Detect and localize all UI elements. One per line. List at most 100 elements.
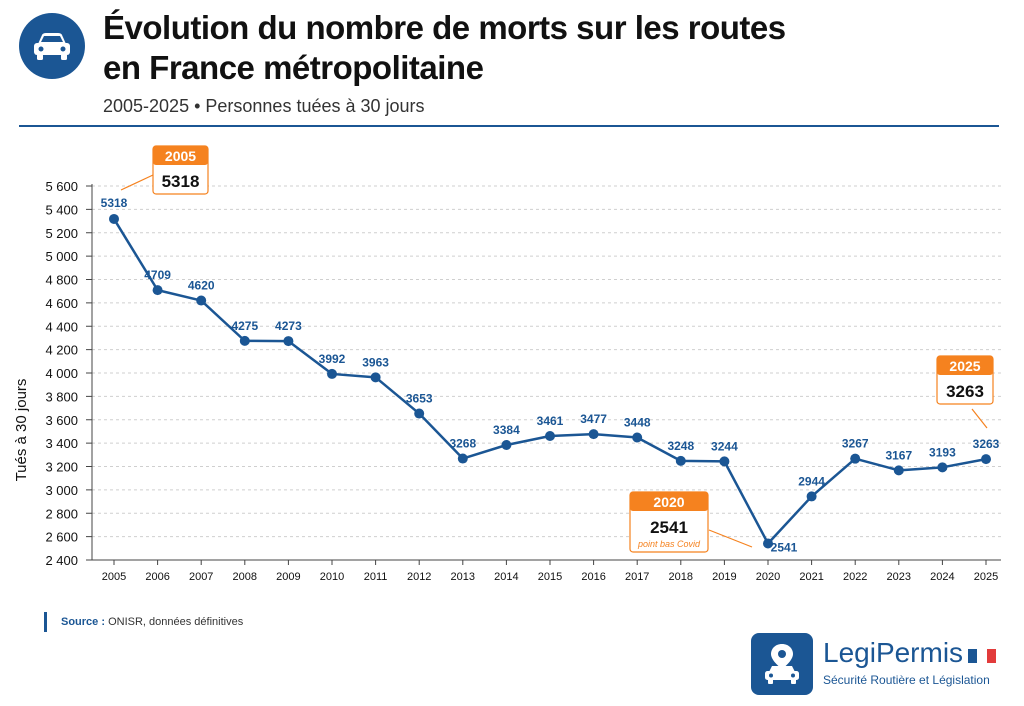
series-layer xyxy=(109,213,991,549)
x-tick-label: 2010 xyxy=(320,571,344,583)
callout-leader xyxy=(708,529,753,548)
data-label: 3167 xyxy=(885,448,912,462)
data-point xyxy=(283,336,294,347)
callout-year: 2005 xyxy=(165,148,196,164)
y-axis-label: Tués à 30 jours xyxy=(13,379,30,482)
data-label: 4709 xyxy=(144,268,171,282)
data-label: 3963 xyxy=(362,355,389,369)
x-tick-label: 2007 xyxy=(189,571,213,583)
source-text: ONISR, données définitives xyxy=(105,616,244,628)
data-label: 3267 xyxy=(842,437,869,451)
data-label: 3193 xyxy=(929,445,956,459)
data-point xyxy=(239,335,250,346)
callout-header xyxy=(630,492,708,511)
callout-value: 3263 xyxy=(946,382,984,401)
data-point xyxy=(501,439,512,450)
y-tick-label: 2 800 xyxy=(45,506,78,521)
source-label: Source : xyxy=(61,616,106,628)
y-tick-label: 4 200 xyxy=(45,343,78,358)
car-pin-icon xyxy=(751,633,813,695)
data-point xyxy=(152,285,163,296)
x-tick-label: 2009 xyxy=(276,571,300,583)
data-point xyxy=(806,491,817,502)
data-point xyxy=(545,430,555,441)
data-label: 4275 xyxy=(231,319,258,333)
line-chart: 2 400 2 600 2 800 3 000 3 200 3 400 3 600 3 800… xyxy=(13,145,1001,583)
title-line-2: en France métropolitaine xyxy=(103,49,484,86)
callout-leader xyxy=(971,408,988,429)
data-label: 3384 xyxy=(493,423,520,437)
data-label: 5318 xyxy=(101,196,128,210)
x-tick-label: 2012 xyxy=(407,571,431,583)
y-tick-label: 3 000 xyxy=(45,483,78,498)
header-divider xyxy=(19,125,999,127)
car-icon xyxy=(19,13,85,79)
logo-tagline: Sécurité Routière et Législation xyxy=(823,673,990,687)
x-tick-label: 2008 xyxy=(233,571,257,583)
x-tick-label: 2013 xyxy=(451,571,475,583)
data-point xyxy=(109,213,119,224)
data-point xyxy=(850,453,861,464)
data-label: 3992 xyxy=(319,352,346,366)
data-point xyxy=(588,429,599,440)
source-note: Source : ONISR, données définitives xyxy=(44,612,243,632)
x-tick-label: 2022 xyxy=(843,571,867,583)
title-line-1: Évolution du nombre de morts sur les rou… xyxy=(103,9,786,46)
axis-layer: 2 400 2 600 2 800 3 000 3 200 3 400 3 600 3 800… xyxy=(45,179,1001,583)
y-tick-label: 3 400 xyxy=(45,436,78,451)
x-tick-label: 2016 xyxy=(581,571,605,583)
data-label: 4620 xyxy=(188,279,215,293)
data-point xyxy=(981,454,991,465)
data-label: 3263 xyxy=(973,437,1000,451)
data-point xyxy=(632,432,643,443)
y-tick-label: 4 400 xyxy=(45,319,78,334)
page-title: Évolution du nombre de morts sur les rou… xyxy=(103,8,903,88)
y-tick-label: 5 200 xyxy=(45,226,78,241)
callout-leader xyxy=(120,174,154,191)
data-label: 2944 xyxy=(798,474,825,488)
series-line xyxy=(112,218,987,545)
data-point xyxy=(196,295,207,306)
y-tick-label: 4 800 xyxy=(45,273,78,288)
x-tick-label: 2025 xyxy=(974,571,998,583)
y-tick-label: 4 600 xyxy=(45,296,78,311)
data-label: 3653 xyxy=(406,392,433,406)
y-tick-label: 5 000 xyxy=(45,249,78,264)
y-tick-label: 3 600 xyxy=(45,413,78,428)
x-tick-label: 2020 xyxy=(756,571,780,583)
data-point xyxy=(675,455,686,466)
data-label: 2541 xyxy=(771,541,798,555)
callout-header xyxy=(937,356,993,375)
x-tick-label: 2017 xyxy=(625,571,649,583)
callout-value: 2541 xyxy=(650,518,688,537)
x-tick-label: 2019 xyxy=(712,571,736,583)
data-label: 3248 xyxy=(667,439,694,453)
data-point xyxy=(370,372,381,383)
y-tick-label: 2 600 xyxy=(45,530,78,545)
x-tick-label: 2014 xyxy=(494,571,518,583)
callout-layer: 2005 5318 2020 2541 point bas Covid 2025 3263 xyxy=(120,145,994,553)
data-label: 3448 xyxy=(624,416,651,430)
y-tick-label: 2 400 xyxy=(45,553,78,568)
callout-value: 5318 xyxy=(162,172,200,191)
callout-2025: 2025 3263 xyxy=(936,355,994,429)
x-tick-label: 2021 xyxy=(799,571,823,583)
x-tick-label: 2023 xyxy=(887,571,911,583)
y-tick-label: 4 000 xyxy=(45,366,78,381)
data-point xyxy=(327,368,337,379)
data-point xyxy=(937,462,948,473)
callout-year: 2025 xyxy=(949,358,980,374)
data-label: 4273 xyxy=(275,319,302,333)
y-tick-label: 5 400 xyxy=(45,202,78,217)
data-label: 3268 xyxy=(449,437,476,451)
logo-name: LegiPermis xyxy=(823,637,964,668)
data-point xyxy=(719,456,730,467)
brand-logo: LegiPermis Sécurité Routière et Législat… xyxy=(751,633,1001,695)
data-label: 3461 xyxy=(537,414,564,428)
data-point xyxy=(763,538,773,549)
data-point xyxy=(414,408,425,419)
y-tick-label: 3 200 xyxy=(45,460,78,475)
callout-2020: 2020 2541 point bas Covid xyxy=(629,491,753,553)
x-tick-label: 2015 xyxy=(538,571,562,583)
x-tick-label: 2006 xyxy=(145,571,169,583)
